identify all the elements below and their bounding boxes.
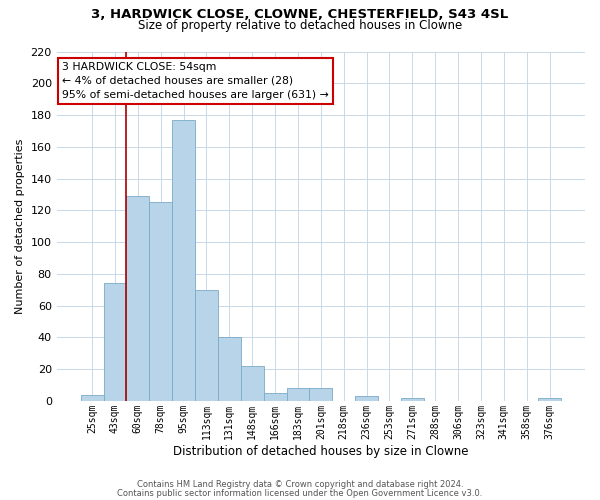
Bar bbox=[104, 284, 127, 401]
Bar bbox=[218, 338, 241, 401]
Text: 3, HARDWICK CLOSE, CLOWNE, CHESTERFIELD, S43 4SL: 3, HARDWICK CLOSE, CLOWNE, CHESTERFIELD,… bbox=[91, 8, 509, 20]
Text: Contains public sector information licensed under the Open Government Licence v3: Contains public sector information licen… bbox=[118, 488, 482, 498]
Bar bbox=[172, 120, 195, 401]
Bar bbox=[538, 398, 561, 401]
Y-axis label: Number of detached properties: Number of detached properties bbox=[15, 138, 25, 314]
Text: Size of property relative to detached houses in Clowne: Size of property relative to detached ho… bbox=[138, 19, 462, 32]
Bar bbox=[401, 398, 424, 401]
Bar bbox=[310, 388, 332, 401]
Bar bbox=[149, 202, 172, 401]
Bar bbox=[127, 196, 149, 401]
Text: 3 HARDWICK CLOSE: 54sqm
← 4% of detached houses are smaller (28)
95% of semi-det: 3 HARDWICK CLOSE: 54sqm ← 4% of detached… bbox=[62, 62, 329, 100]
Bar bbox=[80, 394, 104, 401]
X-axis label: Distribution of detached houses by size in Clowne: Distribution of detached houses by size … bbox=[173, 444, 469, 458]
Bar bbox=[287, 388, 310, 401]
Bar bbox=[355, 396, 378, 401]
Bar bbox=[263, 393, 287, 401]
Bar bbox=[241, 366, 263, 401]
Bar bbox=[195, 290, 218, 401]
Text: Contains HM Land Registry data © Crown copyright and database right 2024.: Contains HM Land Registry data © Crown c… bbox=[137, 480, 463, 489]
